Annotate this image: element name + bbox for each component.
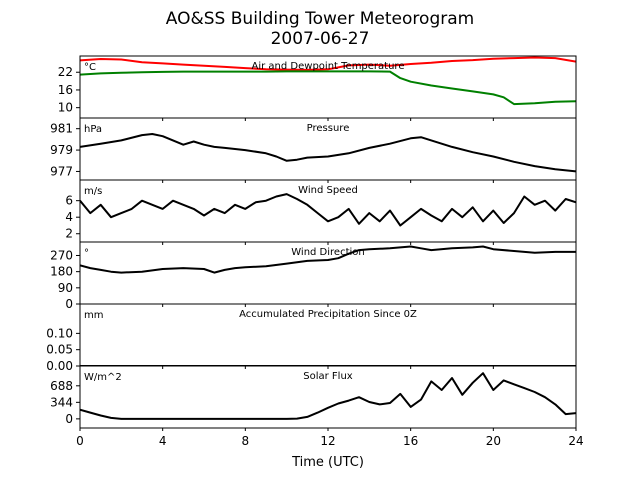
x-tick-label: 0: [76, 434, 84, 448]
x-tick-label: 16: [403, 434, 418, 448]
x-tick-label: 8: [242, 434, 250, 448]
y-tick-label: 6: [65, 194, 73, 208]
series-line-1-1: [80, 56, 576, 71]
y-tick-label: 270: [50, 248, 73, 262]
panel-title: Accumulated Precipitation Since 0Z: [239, 309, 417, 320]
figure-date: 2007-06-27: [271, 29, 370, 49]
y-tick-label: 180: [50, 265, 73, 279]
y-tick-label: 16: [58, 83, 73, 97]
panel-5: 0.00 0.05 0.10 mm Accumulated Precipitation …: [46, 303, 577, 373]
unit-label: mm: [84, 310, 103, 321]
x-tick-label: 4: [159, 434, 167, 448]
y-tick-label: 0: [65, 412, 73, 426]
panel-4: 0 90 180 270 ° Wind Direction: [50, 241, 577, 311]
unit-label: W/m^2: [84, 372, 122, 383]
series-line-3-1: [80, 193, 576, 227]
series-line-6-1: [80, 372, 576, 420]
y-tick-label: 0.10: [46, 326, 73, 340]
unit-label: °C: [84, 62, 96, 73]
y-tick-label: 2: [65, 227, 73, 241]
unit-label: m/s: [84, 186, 102, 197]
figure-title: AO&SS Building Tower Meteorogram: [166, 9, 474, 29]
y-tick-label: 344: [50, 395, 73, 409]
y-tick-label: 979: [50, 143, 73, 157]
y-tick-label: 0.00: [46, 359, 73, 373]
x-tick-label: 24: [568, 434, 583, 448]
x-axis-title: Time (UTC): [291, 455, 364, 470]
panel-title: Wind Direction: [291, 247, 365, 258]
series-line-1-2: [80, 70, 576, 106]
y-tick-label: 977: [50, 164, 73, 178]
panel-title: Pressure: [307, 123, 350, 134]
x-axis: 0 4 8 12 16 20 24: [76, 434, 583, 448]
y-tick-label: 22: [58, 65, 73, 79]
y-tick-label: 981: [50, 122, 73, 136]
x-tick-label: 20: [486, 434, 501, 448]
panel-title: Air and Dewpoint Temperature: [252, 61, 405, 72]
y-tick-label: 0.05: [46, 343, 73, 357]
y-tick-label: 688: [50, 379, 73, 393]
panel-title: Solar Flux: [303, 371, 353, 382]
series-line-2-1: [80, 133, 576, 173]
panel-title: Wind Speed: [298, 185, 358, 196]
y-tick-label: 90: [58, 281, 73, 295]
y-tick-label: 4: [65, 210, 73, 224]
y-tick-label: 0: [65, 297, 73, 311]
panel-2: 977 979 981 hPa Pressure: [50, 117, 577, 183]
series-line-4-1: [80, 245, 576, 274]
panel-3: 2 4 6 m/s Wind Speed: [65, 179, 577, 245]
y-tick-label: 10: [58, 101, 73, 115]
panel-1: 10 16 22 °C Air and Dewpoint Temperature: [58, 55, 577, 121]
unit-label: hPa: [84, 124, 102, 135]
x-tick-label: 12: [320, 434, 335, 448]
unit-label: °: [84, 248, 89, 259]
panel-6: 0 344 688 W/m^2 Solar Flux: [50, 365, 577, 431]
